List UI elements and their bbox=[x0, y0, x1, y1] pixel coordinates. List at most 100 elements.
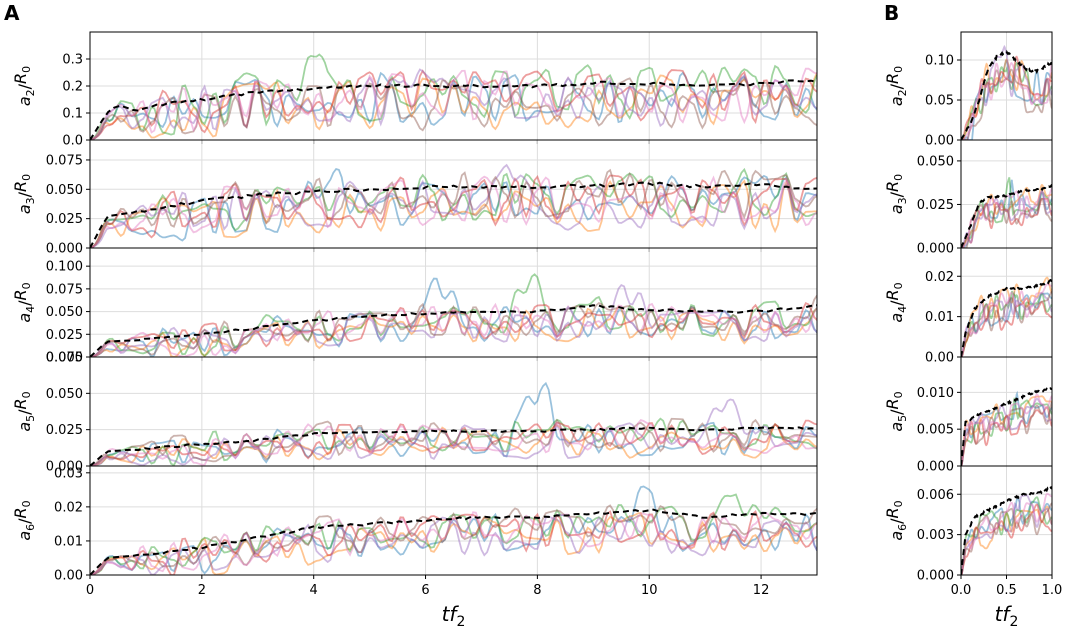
y-tick-label: 0.02 bbox=[925, 270, 954, 285]
y-tick-label: 0.050 bbox=[46, 387, 83, 402]
trajectory-line bbox=[961, 68, 1052, 140]
y-tick-label: 0.075 bbox=[46, 351, 83, 366]
trajectory-line bbox=[90, 305, 817, 357]
trajectory-line bbox=[90, 295, 817, 357]
trajectory-line bbox=[90, 68, 817, 140]
trajectory-line bbox=[90, 277, 817, 357]
trajectory-line bbox=[90, 76, 817, 140]
trajectory-line bbox=[90, 381, 817, 466]
trajectory-line bbox=[90, 504, 817, 575]
y-tick-label: 0.2 bbox=[62, 80, 83, 95]
trajectories bbox=[90, 485, 817, 575]
trajectory-line bbox=[961, 190, 1052, 248]
trajectory-line bbox=[961, 290, 1052, 357]
trajectory-line bbox=[90, 302, 817, 357]
trajectory-line bbox=[90, 168, 817, 248]
y-tick-label: 0.05 bbox=[925, 94, 954, 109]
trajectory-line bbox=[90, 515, 817, 575]
y-tick-label: 0.075 bbox=[46, 153, 83, 168]
panel-label-b: B bbox=[884, 1, 899, 25]
y-axis-label: a2/R0 bbox=[883, 66, 909, 106]
trajectory-line bbox=[90, 71, 817, 140]
y-tick-label: 0.03 bbox=[54, 466, 83, 481]
trajectory-line bbox=[961, 496, 1052, 575]
y-tick-label: 0.3 bbox=[62, 53, 83, 68]
y-tick-label: 0.1 bbox=[62, 107, 83, 122]
mean-line bbox=[90, 304, 817, 357]
trajectory-line bbox=[90, 398, 817, 466]
axes-frame bbox=[89, 139, 818, 249]
x-tick-label: 0.5 bbox=[996, 583, 1017, 598]
y-tick-label: 0.100 bbox=[46, 260, 83, 275]
y-tick-label: 0.025 bbox=[917, 198, 954, 213]
trajectory-line bbox=[90, 493, 817, 575]
trajectory-line bbox=[961, 61, 1052, 140]
trajectory-line bbox=[90, 179, 817, 248]
x-tick-label: 0.0 bbox=[951, 583, 972, 598]
subplot-b-4: 0.00 0.01 0.02 a4/R0 bbox=[883, 247, 1053, 366]
trajectory-line bbox=[90, 167, 817, 248]
trajectory-line bbox=[961, 58, 1052, 140]
trajectory-line bbox=[90, 417, 817, 466]
y-tick-label: 0.005 bbox=[917, 423, 954, 438]
x-tick-label: 10 bbox=[641, 583, 658, 598]
y-axis-label: a3/R0 bbox=[11, 174, 37, 214]
y-tick-label: 0.000 bbox=[46, 351, 83, 366]
y-tick-label: 0.025 bbox=[46, 328, 83, 343]
y-tick-label: 0.000 bbox=[46, 242, 83, 257]
trajectory-line bbox=[961, 494, 1052, 575]
x-tick-label: 8 bbox=[533, 583, 541, 598]
y-tick-label: 0.075 bbox=[46, 282, 83, 297]
x-tick-label: 6 bbox=[421, 583, 429, 598]
panel-label-a: A bbox=[4, 1, 20, 25]
mean-line bbox=[961, 278, 1052, 357]
trajectory-line bbox=[961, 183, 1052, 248]
trajectories bbox=[90, 53, 817, 140]
trajectory-line bbox=[90, 419, 817, 466]
trajectories bbox=[961, 492, 1052, 575]
trajectory-line bbox=[90, 510, 817, 575]
y-tick-label: 0.050 bbox=[917, 154, 954, 169]
subplot-a-2: 0.0 0.1 0.2 0.3 a2/R0 bbox=[11, 31, 818, 149]
subplot-b-6: 0.000 0.003 0.006 a6/R0 0.0 0.5 1.0 bbox=[883, 465, 1062, 598]
axes-frame bbox=[89, 465, 818, 576]
x-axis-title: tf2 bbox=[995, 602, 1019, 630]
subplot-a-3: 0.000 0.025 0.050 0.075 a3/R0 bbox=[11, 139, 818, 257]
trajectory-line bbox=[90, 485, 817, 575]
y-tick-label: 0.000 bbox=[917, 460, 954, 475]
trajectory-line bbox=[90, 417, 817, 466]
mean-line bbox=[961, 486, 1052, 575]
trajectory-line bbox=[90, 174, 817, 248]
y-tick-label: 0.00 bbox=[925, 351, 954, 366]
trajectory-line bbox=[90, 422, 817, 466]
y-tick-label: 0.000 bbox=[917, 242, 954, 257]
y-tick-label: 0.02 bbox=[54, 500, 83, 515]
mean-line bbox=[961, 387, 1052, 466]
y-axis-label: a2/R0 bbox=[11, 66, 37, 106]
subplot-a-6: 0.00 0.01 0.02 0.03 a6/R0 0 2 4 6 8 10 12 bbox=[11, 465, 818, 598]
mean-line bbox=[90, 181, 817, 248]
trajectory-line bbox=[961, 397, 1052, 466]
trajectory-line bbox=[961, 395, 1052, 466]
trajectory-line bbox=[961, 503, 1052, 575]
x-tick-label: 2 bbox=[198, 583, 206, 598]
trajectory-line bbox=[90, 72, 817, 140]
trajectory-line bbox=[90, 283, 817, 357]
trajectory-line bbox=[90, 67, 817, 140]
y-tick-label: 0.003 bbox=[917, 528, 954, 543]
trajectory-line bbox=[961, 406, 1052, 466]
y-axis-label: a5/R0 bbox=[11, 391, 37, 431]
trajectory-line bbox=[961, 502, 1052, 575]
trajectory-line bbox=[90, 163, 817, 248]
panel-b: 0.000.050.10a2/R00.0000.0250.050a3/R00.0… bbox=[883, 31, 1062, 630]
y-tick-label: 0.00 bbox=[925, 134, 954, 149]
y-tick-label: 0.050 bbox=[46, 305, 83, 320]
trajectory-line bbox=[90, 302, 817, 357]
y-axis-label: a5/R0 bbox=[883, 391, 909, 431]
y-axis-label: a4/R0 bbox=[883, 282, 909, 322]
trajectory-line bbox=[90, 418, 817, 466]
subplot-b-2: 0.00 0.05 0.10 a2/R0 bbox=[883, 31, 1053, 149]
y-tick-label: 0.01 bbox=[925, 310, 954, 325]
y-tick-label: 0.025 bbox=[46, 212, 83, 227]
trajectory-line bbox=[961, 187, 1052, 248]
